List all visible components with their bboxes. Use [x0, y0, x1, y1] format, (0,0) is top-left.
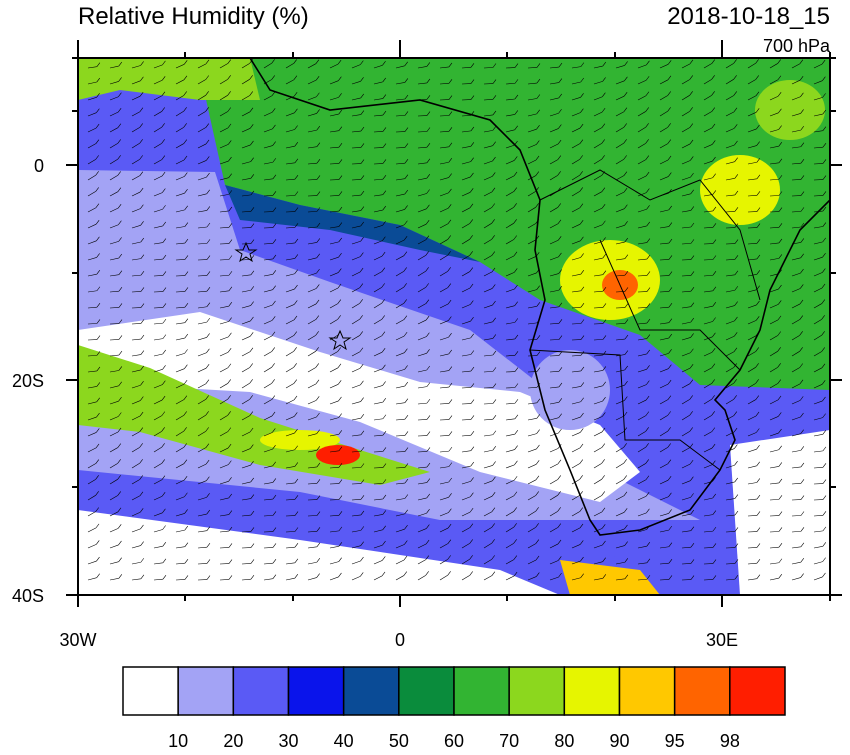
map-field: [78, 58, 830, 595]
colorbar-label: 30: [278, 731, 298, 750]
colorbar-label: 10: [168, 731, 188, 750]
colorbar-swatch: [675, 667, 730, 715]
colorbar: 10 20 30 40 50 60 70 80 90 95 98: [123, 667, 785, 750]
valid-time: 2018-10-18_15: [667, 3, 830, 30]
colorbar-label: 20: [223, 731, 243, 750]
level: 700 hPa: [763, 36, 831, 56]
land-moist: [755, 80, 825, 140]
colorbar-swatch: [620, 667, 675, 715]
colorbar-swatch: [730, 667, 785, 715]
lon-label: 30W: [59, 630, 96, 650]
colorbar-swatch: [178, 667, 233, 715]
colorbar-label: 98: [720, 731, 740, 750]
colorbar-label: 90: [609, 731, 629, 750]
colorbar-swatch: [509, 667, 564, 715]
title: Relative Humidity (%): [78, 3, 309, 30]
colorbar-swatch: [289, 667, 344, 715]
colorbar-swatch: [399, 667, 454, 715]
land-moist: [700, 155, 780, 225]
colorbar-swatch: [233, 667, 288, 715]
colorbar-label: 40: [334, 731, 354, 750]
colorbar-label: 60: [444, 731, 464, 750]
lat-label: 20S: [12, 371, 44, 391]
colorbar-label: 50: [389, 731, 409, 750]
colorbar-label: 95: [665, 731, 685, 750]
lon-label: 0: [395, 630, 405, 650]
colorbar-swatch: [344, 667, 399, 715]
colorbar-label: 80: [554, 731, 574, 750]
eastern-dry: [730, 430, 830, 595]
moist-core: [316, 445, 360, 465]
lat-label: 40S: [12, 586, 44, 606]
colorbar-swatch: [123, 667, 178, 715]
lat-label: 0: [34, 156, 44, 176]
colorbar-label: 70: [499, 731, 519, 750]
colorbar-swatch: [564, 667, 619, 715]
colorbar-swatch: [454, 667, 509, 715]
lon-label: 30E: [706, 630, 738, 650]
